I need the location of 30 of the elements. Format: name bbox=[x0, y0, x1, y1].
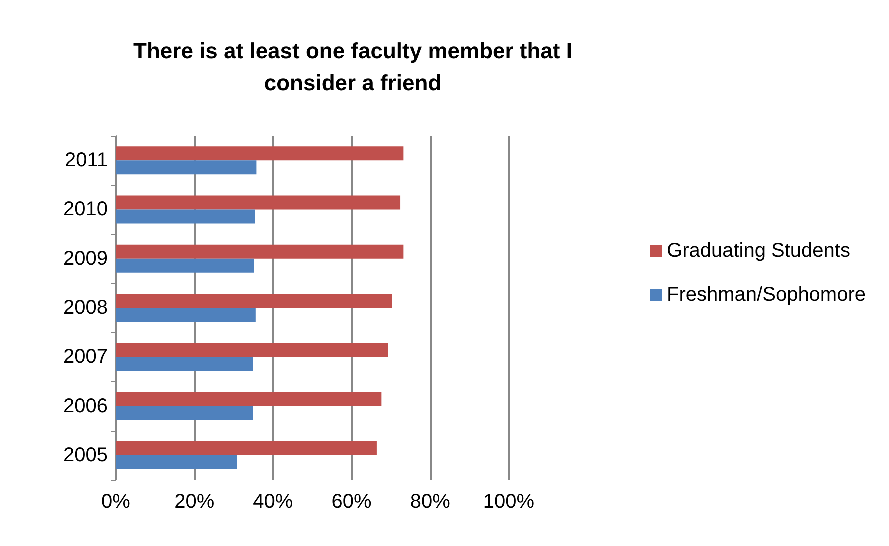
y-tick-label: 2006 bbox=[64, 395, 108, 418]
bar bbox=[116, 357, 254, 372]
legend-label: Freshman/Sophomore bbox=[667, 284, 866, 306]
bar bbox=[116, 160, 257, 175]
y-tick-label: 2005 bbox=[64, 444, 108, 466]
bar bbox=[116, 294, 392, 308]
bar bbox=[116, 244, 404, 259]
legend-label: Graduating Students bbox=[667, 240, 850, 262]
bar bbox=[116, 258, 254, 273]
chart-title: There is at least one faculty member that I consider a friend bbox=[134, 38, 572, 96]
x-tick-label: 80% bbox=[410, 491, 451, 513]
x-tick-label: 40% bbox=[253, 491, 294, 513]
x-tick-label: 20% bbox=[174, 491, 215, 513]
bar bbox=[116, 392, 382, 406]
bar bbox=[116, 343, 388, 358]
bar bbox=[116, 146, 404, 161]
bar bbox=[116, 406, 254, 420]
x-tick-label: 100% bbox=[483, 491, 535, 513]
bar bbox=[116, 210, 256, 224]
y-tick-label: 2009 bbox=[64, 248, 108, 270]
y-tick-label: 2008 bbox=[64, 297, 108, 319]
bar bbox=[116, 455, 238, 470]
bar bbox=[116, 441, 377, 456]
bar bbox=[116, 196, 401, 210]
y-tick-label: 2007 bbox=[64, 346, 108, 368]
x-tick-label: 0% bbox=[102, 491, 131, 513]
bar bbox=[116, 308, 256, 322]
y-tick-label: 2010 bbox=[64, 198, 108, 221]
x-tick-label: 60% bbox=[332, 491, 372, 513]
y-tick-label: 2011 bbox=[64, 150, 108, 172]
